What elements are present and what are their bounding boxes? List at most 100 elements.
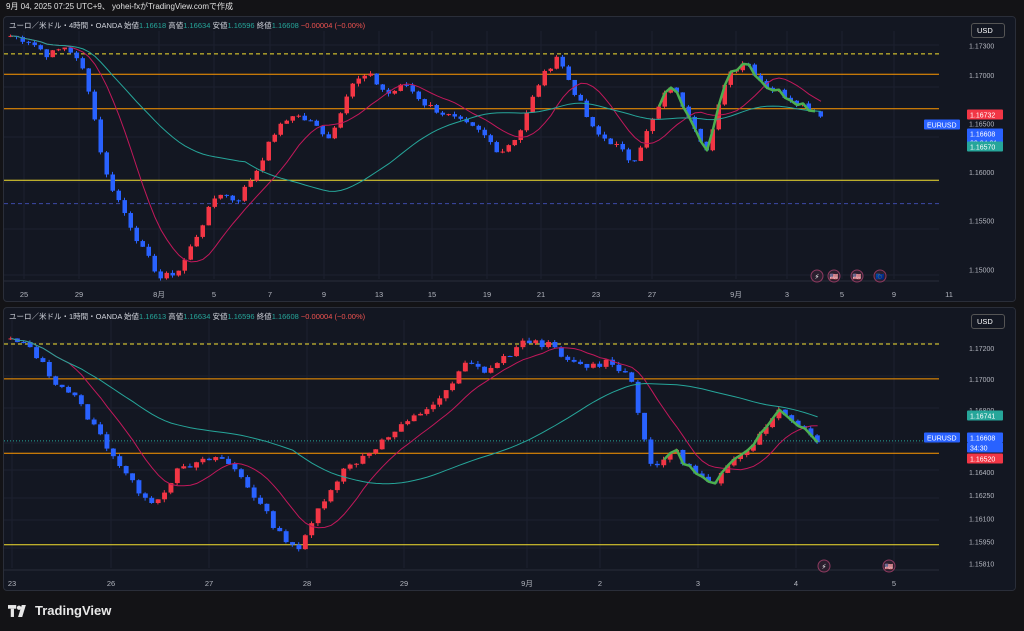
candle [213,457,219,461]
legend-change: −0.00004 (−0.00%) [300,21,366,30]
candle [341,468,347,482]
candle [443,390,449,399]
candle [104,152,109,175]
x-tick-label: 19 [483,290,491,299]
legend-low-label: 安値 [212,312,228,321]
currency-button-top[interactable]: USD [971,23,1005,38]
time-axis: 25 29 8月 5 7 9 13 15 19 21 23 27 9月 3 5 9 11 [4,280,953,299]
candle [162,492,167,500]
candle [302,535,308,550]
x-tick-label: 9 [892,290,896,299]
chart-pane-1h[interactable]: 1.172001.170001.168001.164001.162501.161… [3,307,1016,591]
candle [566,66,571,80]
price-axis: 1.17300 1.17000 1.16500 1.16000 1.15500 1.150… [939,17,1015,301]
price-tag-label: EURUSD [927,123,957,130]
chart-canvas-4h[interactable]: 1.17300 1.17000 1.16500 1.16000 1.15500 1.150… [4,17,1016,302]
candle [430,404,436,410]
candle [704,141,709,151]
candle [488,135,493,143]
candle [524,112,529,131]
candle [616,364,622,372]
price-axis-bg [939,17,1015,301]
candle [322,501,327,509]
legend-close-label: 終値 [256,21,272,30]
y-tick-label: 1.16250 [969,493,994,500]
candle [450,383,455,391]
candle [46,362,52,377]
candle [92,91,97,120]
event-icon-bg [850,269,864,283]
legend-high-label: 高値 [168,312,184,321]
candle [98,119,103,153]
candle [328,490,334,502]
grid [4,320,939,568]
candle [614,143,619,145]
candle [608,138,613,145]
candle [379,439,385,450]
candle [21,341,27,343]
event-icon-bg [873,269,887,283]
candle [206,458,212,461]
legend-change: −0.00004 (−0.00%) [300,312,366,321]
candle [277,527,283,532]
candle [232,463,238,470]
candle [818,111,823,117]
x-tick-label: 23 [8,579,16,588]
candle [635,381,641,413]
candle [434,105,439,113]
y-tick-label: 1.15950 [969,540,994,547]
candle [174,468,180,484]
time-axis: 23 26 27 28 29 9月 2 3 4 5 [4,569,939,588]
brand-name: TradingView [35,603,112,618]
candle [638,147,643,161]
candle [750,444,756,451]
candle [590,363,596,368]
candle [603,359,609,367]
x-tick-label: 13 [375,290,383,299]
y-tick-label: 1.16400 [969,470,994,477]
candle [446,114,451,116]
candle [571,359,577,362]
candle [278,123,283,135]
y-tick-label: 1.15500 [969,219,994,226]
candle [632,160,637,162]
candle [27,342,33,348]
candle [242,186,247,201]
candle [654,463,660,466]
legend-open-label: 始値 [124,21,140,30]
chart-pane-4h[interactable]: 1.17300 1.17000 1.16500 1.16000 1.15500 1.150… [3,16,1016,302]
candle [326,134,331,139]
y-tick-label: 1.16100 [969,516,994,523]
candle [506,145,511,152]
candle [362,75,367,79]
x-tick-label: 27 [205,579,213,588]
candle [731,458,737,466]
candle [302,115,307,121]
x-tick-label: 21 [537,290,545,299]
candle [72,392,78,396]
legend-low-label: 安値 [212,21,228,30]
candle [122,200,127,214]
candle [248,180,253,187]
chart-canvas-1h[interactable]: 1.172001.170001.168001.164001.162501.161… [4,308,1016,591]
candle [152,255,157,272]
price-tag-bg [967,410,1003,421]
price-tag-label: 1.16732 [970,113,995,120]
candle [212,198,217,207]
candle [236,200,241,202]
candle [744,450,750,456]
candle [706,476,711,482]
candle [110,174,115,191]
candle [140,241,145,247]
candle [699,473,705,477]
price-tag-label: 1.16608 [970,436,995,443]
price-tag-bg [967,128,1003,139]
y-tick-label: 1.15810 [969,561,994,568]
candle [662,92,667,107]
candle [716,104,721,130]
candle [284,120,289,124]
candle [260,160,265,171]
price-tag-bg [967,432,1003,443]
candle [718,472,724,484]
currency-button-bottom[interactable]: USD [971,314,1005,329]
